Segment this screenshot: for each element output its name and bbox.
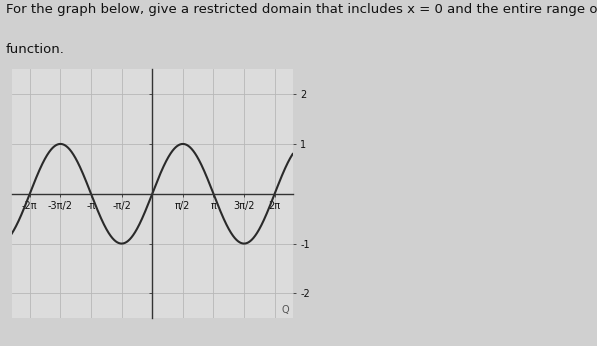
Text: function.: function. — [6, 43, 65, 56]
Text: For the graph below, give a restricted domain that includes x = 0 and the entire: For the graph below, give a restricted d… — [6, 3, 597, 17]
Text: Q: Q — [282, 305, 290, 315]
